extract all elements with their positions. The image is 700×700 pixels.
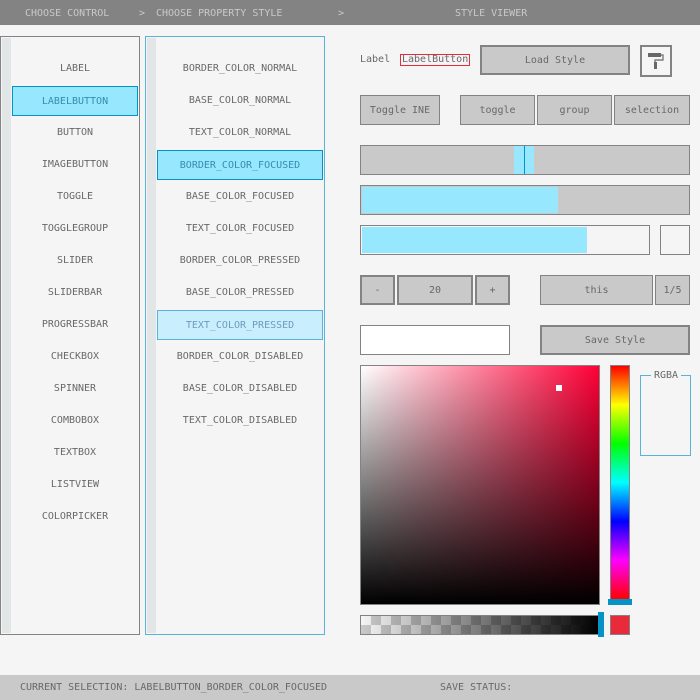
list-scrollbar[interactable]: [2, 38, 11, 633]
progressbar-fill: [362, 227, 587, 253]
list-item[interactable]: BUTTON: [56, 127, 94, 138]
slider-thumb[interactable]: [514, 146, 534, 174]
hue-selector[interactable]: [608, 599, 632, 605]
property-list[interactable]: BORDER_COLOR_NORMAL BASE_COLOR_NORMAL TEXT…: [145, 36, 325, 635]
list-item[interactable]: LABEL: [59, 63, 91, 74]
alpha-bar[interactable]: [360, 615, 600, 635]
list-item[interactable]: LISTVIEW: [50, 479, 100, 490]
spinner-increment-button[interactable]: +: [475, 275, 510, 305]
status-bar: CURRENT SELECTION: LABELBUTTON_BORDER_CO…: [0, 675, 700, 700]
list-item[interactable]: COLORPICKER: [41, 511, 109, 522]
progressbar: [360, 225, 650, 255]
load-style-button[interactable]: Load Style: [480, 45, 630, 75]
toggle-button[interactable]: Toggle INE: [360, 95, 440, 125]
image-button[interactable]: [640, 45, 672, 77]
sliderbar-fill: [362, 187, 558, 213]
color-picker-panel[interactable]: [360, 365, 600, 605]
list-item[interactable]: BASE_COLOR_DISABLED: [182, 383, 298, 394]
color-picker-cursor[interactable]: [556, 385, 562, 391]
list-item[interactable]: TOGGLEGROUP: [41, 223, 109, 234]
label: Label: [360, 54, 391, 65]
breadcrumb-separator: >: [338, 8, 345, 19]
save-style-button[interactable]: Save Style: [540, 325, 690, 355]
toggle-group-item[interactable]: selection: [614, 95, 690, 125]
list-item[interactable]: TEXT_COLOR_DISABLED: [182, 415, 298, 426]
toggle-group-item[interactable]: toggle: [460, 95, 535, 125]
rgba-groupbox: RGBA: [640, 370, 691, 456]
color-preview: [610, 615, 630, 635]
list-item[interactable]: CHECKBOX: [50, 351, 100, 362]
list-item[interactable]: SPINNER: [53, 383, 97, 394]
choose-control-title: CHOOSE CONTROL: [25, 8, 110, 19]
control-list[interactable]: LABEL LABELBUTTON BUTTON IMAGEBUTTON TOGGLE T…: [0, 36, 140, 635]
save-status: SAVE STATUS:: [440, 682, 513, 693]
list-item[interactable]: SLIDER: [56, 255, 94, 266]
spinner-decrement-button[interactable]: -: [360, 275, 395, 305]
list-item[interactable]: TEXTBOX: [53, 447, 97, 458]
checkbox[interactable]: [660, 225, 690, 255]
list-item[interactable]: BORDER_COLOR_DISABLED: [176, 351, 304, 362]
current-selection-status: CURRENT SELECTION: LABELBUTTON_BORDER_CO…: [20, 682, 328, 693]
textbox[interactable]: [360, 325, 510, 355]
list-item[interactable]: BORDER_COLOR_PRESSED: [179, 255, 301, 266]
list-scrollbar[interactable]: [147, 38, 156, 633]
rgba-label: RGBA: [651, 370, 682, 381]
alpha-selector[interactable]: [598, 612, 604, 637]
list-item[interactable]: TOGGLE: [56, 191, 94, 202]
list-item[interactable]: BORDER_COLOR_NORMAL: [182, 63, 298, 74]
combobox-counter[interactable]: 1/5: [655, 275, 690, 305]
list-item[interactable]: TEXT_COLOR_NORMAL: [188, 127, 292, 138]
list-item[interactable]: BASE_COLOR_FOCUSED: [185, 191, 295, 202]
paint-roller-icon: [648, 53, 664, 69]
breadcrumb-separator: >: [139, 8, 146, 19]
header-bar: CHOOSE CONTROL > CHOOSE PROPERTY STYLE >…: [0, 0, 700, 25]
style-viewer-title: STYLE VIEWER: [455, 8, 528, 19]
label-button[interactable]: LabelButton: [400, 54, 471, 66]
list-item[interactable]: BASE_COLOR_NORMAL: [188, 95, 292, 106]
list-item[interactable]: BORDER_COLOR_FOCUSED: [157, 150, 323, 180]
list-item[interactable]: COMBOBOX: [50, 415, 100, 426]
list-item[interactable]: TEXT_COLOR_FOCUSED: [185, 223, 295, 234]
sliderbar[interactable]: [360, 185, 690, 215]
list-item[interactable]: BASE_COLOR_PRESSED: [185, 287, 295, 298]
combobox[interactable]: this: [540, 275, 653, 305]
choose-property-title: CHOOSE PROPERTY STYLE: [156, 8, 283, 19]
spinner-value[interactable]: 20: [397, 275, 473, 305]
toggle-group-item[interactable]: group: [537, 95, 612, 125]
list-item[interactable]: PROGRESSBAR: [41, 319, 109, 330]
list-item[interactable]: LABELBUTTON: [12, 86, 138, 116]
list-item[interactable]: TEXT_COLOR_PRESSED: [157, 310, 323, 340]
list-item[interactable]: SLIDERBAR: [47, 287, 103, 298]
slider[interactable]: [360, 145, 690, 175]
hue-bar[interactable]: [610, 365, 630, 600]
list-item[interactable]: IMAGEBUTTON: [41, 159, 109, 170]
